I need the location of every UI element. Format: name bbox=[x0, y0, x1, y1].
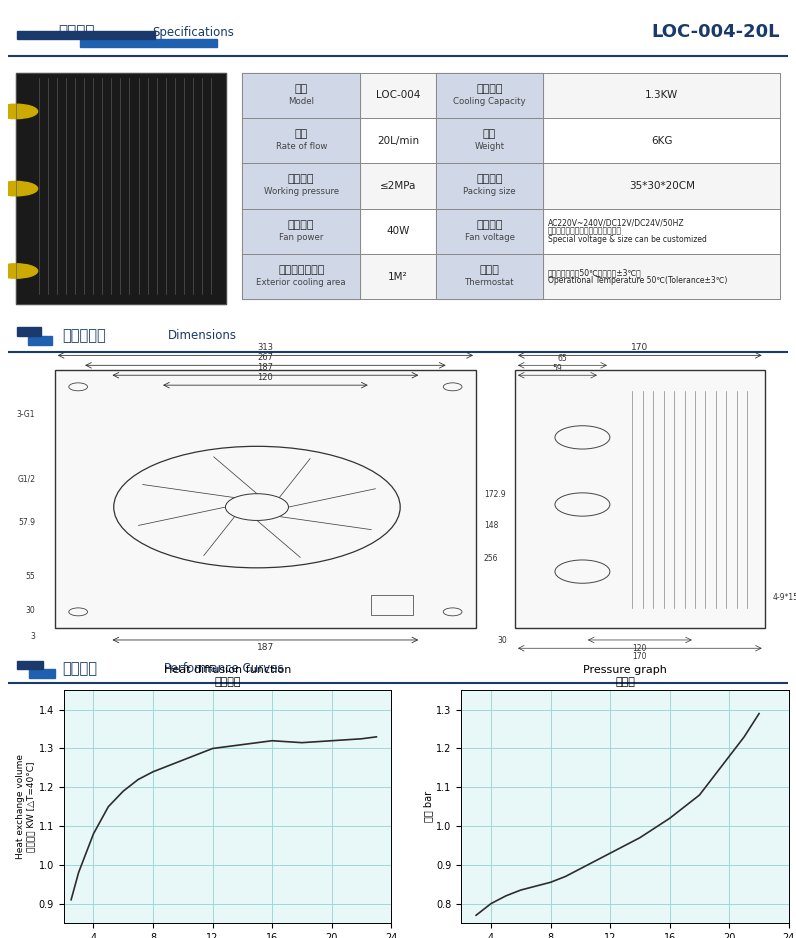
Text: AC220V~240V/DC12V/DC24V/50HZ: AC220V~240V/DC12V/DC24V/50HZ bbox=[548, 219, 685, 227]
Text: LOC-004-20L: LOC-004-20L bbox=[652, 23, 780, 41]
Bar bbox=[16, 73, 226, 305]
Text: LOC-004: LOC-004 bbox=[376, 90, 420, 100]
Bar bbox=[371, 595, 413, 615]
Text: Fan power: Fan power bbox=[279, 233, 323, 241]
Bar bbox=[515, 371, 765, 628]
Text: 55: 55 bbox=[25, 572, 35, 582]
Text: 120: 120 bbox=[258, 373, 273, 382]
Text: 外翅片散热面积: 外翅片散热面积 bbox=[278, 265, 325, 275]
Text: Packing size: Packing size bbox=[463, 188, 516, 196]
Text: Operational Temperature 50℃(Tolerance±3℃): Operational Temperature 50℃(Tolerance±3℃… bbox=[548, 277, 728, 285]
Title: Pressure graph
压降图: Pressure graph 压降图 bbox=[583, 665, 667, 687]
Bar bbox=[242, 118, 361, 163]
Title: Heat diffusion function
散热性能: Heat diffusion function 散热性能 bbox=[164, 665, 291, 687]
Bar bbox=[242, 73, 780, 118]
Text: 313: 313 bbox=[257, 343, 273, 352]
Text: 设定开头温度为50℃（准确值±3℃）: 设定开头温度为50℃（准确值±3℃） bbox=[548, 268, 642, 277]
Text: 57.9: 57.9 bbox=[18, 518, 35, 527]
Text: 风扇电压: 风扇电压 bbox=[476, 219, 503, 230]
Bar bbox=[80, 39, 217, 47]
Text: 120: 120 bbox=[633, 644, 647, 653]
Text: 172.9: 172.9 bbox=[484, 490, 505, 499]
Bar bbox=[435, 254, 544, 299]
Text: 187: 187 bbox=[257, 643, 274, 652]
Bar bbox=[435, 118, 544, 163]
Text: 148: 148 bbox=[484, 521, 498, 530]
Text: 267: 267 bbox=[257, 353, 273, 362]
Text: 40W: 40W bbox=[386, 226, 410, 236]
Text: Fan voltage: Fan voltage bbox=[465, 233, 514, 241]
Text: Model: Model bbox=[288, 97, 314, 106]
Text: Cooling Capacity: Cooling Capacity bbox=[453, 97, 526, 106]
Text: 外型尺寸图: 外型尺寸图 bbox=[63, 328, 107, 343]
Text: 35*30*20CM: 35*30*20CM bbox=[629, 181, 695, 191]
Bar bbox=[242, 118, 780, 163]
Text: 30: 30 bbox=[25, 606, 35, 614]
Text: 重量: 重量 bbox=[483, 129, 496, 139]
Text: Weight: Weight bbox=[474, 142, 505, 151]
Text: 256: 256 bbox=[484, 554, 498, 563]
Text: 包装尺寸: 包装尺寸 bbox=[476, 174, 503, 185]
Text: Dimensions: Dimensions bbox=[168, 329, 237, 342]
Text: 1.3KW: 1.3KW bbox=[646, 90, 678, 100]
Bar bbox=[242, 254, 780, 299]
Circle shape bbox=[0, 264, 37, 279]
Bar bbox=[435, 163, 544, 209]
Circle shape bbox=[0, 181, 37, 196]
Y-axis label: 压降 bar: 压降 bar bbox=[423, 791, 433, 823]
Text: 3: 3 bbox=[30, 632, 35, 642]
Text: 风扇功率: 风扇功率 bbox=[288, 219, 314, 230]
Text: 型号说明: 型号说明 bbox=[59, 24, 96, 39]
Text: 20L/min: 20L/min bbox=[377, 136, 419, 145]
Text: 流量: 流量 bbox=[295, 129, 308, 139]
Text: 187: 187 bbox=[257, 363, 273, 372]
Bar bbox=[242, 254, 361, 299]
Bar bbox=[435, 209, 544, 254]
Text: Specifications: Specifications bbox=[152, 25, 234, 38]
Text: 3-G1: 3-G1 bbox=[17, 410, 35, 418]
Text: 30: 30 bbox=[498, 636, 507, 645]
Circle shape bbox=[0, 104, 37, 118]
Bar bbox=[242, 73, 361, 118]
Text: 170: 170 bbox=[633, 652, 647, 661]
Bar bbox=[18, 31, 154, 39]
Bar bbox=[18, 327, 41, 337]
Bar bbox=[242, 209, 361, 254]
Text: G1/2: G1/2 bbox=[18, 475, 35, 483]
Text: 性能曲线: 性能曲线 bbox=[63, 661, 98, 676]
Text: 形式: 形式 bbox=[295, 83, 308, 94]
Bar bbox=[55, 371, 476, 628]
Bar bbox=[242, 163, 361, 209]
Text: 1M²: 1M² bbox=[388, 272, 408, 281]
Text: ≤2MPa: ≤2MPa bbox=[380, 181, 416, 191]
Text: Rate of flow: Rate of flow bbox=[275, 142, 327, 151]
Text: 注：特殊电压特殊尺寸可按要求定制: 注：特殊电压特殊尺寸可按要求定制 bbox=[548, 227, 622, 235]
Text: 冷却能力: 冷却能力 bbox=[476, 83, 503, 94]
Text: 4-9*15: 4-9*15 bbox=[772, 593, 796, 602]
Text: Performance Curves: Performance Curves bbox=[164, 662, 283, 675]
Bar bbox=[242, 209, 780, 254]
Text: Working pressure: Working pressure bbox=[263, 188, 339, 196]
Bar bbox=[29, 670, 55, 677]
Text: Special voltage & size can be customized: Special voltage & size can be customized bbox=[548, 235, 707, 245]
Bar bbox=[16, 73, 226, 305]
Bar bbox=[435, 73, 544, 118]
Bar bbox=[18, 661, 43, 670]
Text: Thermostat: Thermostat bbox=[465, 278, 514, 287]
Text: Exterior cooling area: Exterior cooling area bbox=[256, 278, 346, 287]
Text: 工作压力: 工作压力 bbox=[288, 174, 314, 185]
Text: 温控器: 温控器 bbox=[480, 265, 500, 275]
Text: 170: 170 bbox=[631, 343, 649, 352]
Bar bbox=[242, 163, 780, 209]
Bar bbox=[28, 337, 52, 345]
Y-axis label: Heat exchange volume
散热能力 KW [△T=40°C]: Heat exchange volume 散热能力 KW [△T=40°C] bbox=[17, 754, 36, 859]
Text: 65: 65 bbox=[557, 354, 568, 363]
Text: 6KG: 6KG bbox=[651, 136, 673, 145]
Text: 59: 59 bbox=[552, 364, 562, 372]
